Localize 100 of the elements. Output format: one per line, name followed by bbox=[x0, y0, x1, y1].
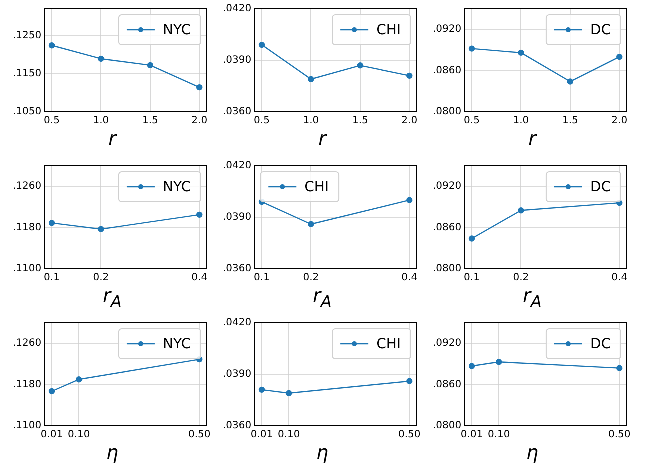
y-tick-label: .0420 bbox=[222, 318, 252, 329]
x-tick-label: 0.5 bbox=[254, 116, 270, 127]
x-axis-title: r bbox=[108, 128, 116, 150]
legend-label: NYC bbox=[162, 180, 192, 196]
x-tick-label: 0.50 bbox=[188, 430, 211, 441]
x-tick-label: 0.10 bbox=[278, 430, 300, 441]
x-tick-label: 0.2 bbox=[93, 272, 110, 284]
x-axis-title: η bbox=[526, 442, 539, 464]
point bbox=[286, 390, 292, 396]
x-axis-title: r$_{A}$ bbox=[313, 285, 332, 311]
legend-label: DC bbox=[590, 336, 612, 353]
point bbox=[468, 46, 476, 52]
x-tick-label: 0.4 bbox=[612, 272, 628, 284]
x-axis-title: r bbox=[318, 128, 326, 150]
x-axis-title: r$_{A}$ bbox=[103, 285, 122, 311]
y-tick-label: .1100 bbox=[12, 420, 42, 432]
x-axis-title: r bbox=[528, 128, 536, 150]
point bbox=[196, 84, 203, 91]
point bbox=[357, 62, 364, 69]
point bbox=[196, 212, 203, 218]
point bbox=[616, 54, 623, 60]
point bbox=[48, 388, 56, 395]
x-tick-label: 0.5 bbox=[464, 116, 480, 127]
legend-label: CHI bbox=[376, 336, 402, 353]
x-tick-label: 1.5 bbox=[562, 116, 578, 127]
x-tick-label: 0.1 bbox=[254, 272, 270, 284]
y-tick-label: .1150 bbox=[12, 68, 42, 80]
x-tick-label: 0.50 bbox=[608, 430, 631, 441]
point bbox=[258, 42, 266, 48]
legend-label: NYC bbox=[162, 22, 192, 39]
y-tick-label: .1260 bbox=[12, 181, 42, 192]
point bbox=[258, 386, 266, 394]
y-tick-label: .1100 bbox=[12, 264, 42, 275]
y-tick-label: .1250 bbox=[12, 30, 42, 42]
point bbox=[518, 50, 524, 56]
point bbox=[308, 76, 314, 82]
y-tick-label: .0390 bbox=[222, 369, 252, 380]
point bbox=[406, 197, 413, 204]
point bbox=[48, 42, 56, 49]
x-tick-label: 0.4 bbox=[402, 272, 418, 284]
y-tick-label: .0920 bbox=[432, 338, 462, 350]
point bbox=[406, 378, 413, 384]
y-tick-label: .0360 bbox=[222, 420, 252, 432]
x-tick-label: 0.10 bbox=[68, 430, 90, 441]
point bbox=[567, 78, 574, 85]
x-tick-label: 0.2 bbox=[303, 272, 320, 284]
x-tick-label: 2.0 bbox=[612, 116, 628, 127]
point bbox=[616, 365, 623, 372]
point bbox=[468, 236, 476, 242]
legend-label: CHI bbox=[304, 180, 330, 196]
x-tick-label: 0.1 bbox=[464, 272, 480, 284]
point bbox=[518, 208, 524, 214]
y-tick-label: .0860 bbox=[432, 65, 462, 76]
point bbox=[48, 220, 56, 226]
y-tick-label: .0420 bbox=[222, 160, 252, 172]
x-tick-label: 0.01 bbox=[250, 430, 274, 441]
y-tick-label: .1180 bbox=[12, 222, 42, 234]
point bbox=[468, 363, 476, 370]
x-tick-label: 0.5 bbox=[44, 116, 60, 127]
y-tick-label: .0800 bbox=[432, 420, 462, 432]
point bbox=[406, 72, 413, 80]
y-tick-label: .0920 bbox=[432, 181, 462, 192]
x-tick-label: 1.0 bbox=[513, 116, 530, 127]
x-tick-label: 1.5 bbox=[142, 116, 158, 127]
x-tick-label: 1.0 bbox=[303, 116, 320, 127]
point bbox=[308, 221, 314, 228]
y-tick-label: .0860 bbox=[432, 222, 462, 234]
y-tick-label: .0860 bbox=[432, 379, 462, 390]
legend-label: DC bbox=[590, 22, 612, 39]
point bbox=[98, 226, 104, 232]
x-tick-label: 0.1 bbox=[44, 272, 60, 284]
y-tick-label: .1260 bbox=[12, 338, 42, 350]
x-tick-label: 2.0 bbox=[402, 116, 418, 127]
y-tick-label: .0360 bbox=[222, 106, 252, 118]
y-tick-label: .0390 bbox=[222, 55, 252, 66]
x-axis-title: r$_{A}$ bbox=[523, 285, 542, 311]
x-tick-label: 2.0 bbox=[192, 116, 208, 127]
x-tick-label: 1.5 bbox=[352, 116, 368, 127]
y-tick-label: .0360 bbox=[222, 264, 252, 275]
y-tick-label: .0390 bbox=[222, 212, 252, 224]
x-tick-label: 0.2 bbox=[513, 272, 530, 284]
y-tick-label: .1180 bbox=[12, 379, 42, 390]
legend-label: DC bbox=[590, 180, 612, 196]
y-tick-label: .0800 bbox=[432, 264, 462, 275]
y-tick-label: .0800 bbox=[432, 106, 462, 118]
legend-label: NYC bbox=[162, 336, 192, 353]
x-tick-label: 0.01 bbox=[460, 430, 484, 441]
x-tick-label: 0.10 bbox=[488, 430, 510, 441]
x-axis-title: η bbox=[106, 442, 119, 464]
y-tick-label: .0920 bbox=[432, 24, 462, 36]
x-tick-label: 0.50 bbox=[398, 430, 421, 441]
x-tick-label: 0.4 bbox=[192, 272, 208, 284]
y-tick-label: .1050 bbox=[12, 106, 42, 118]
point bbox=[76, 376, 82, 383]
legend-label: CHI bbox=[376, 22, 402, 39]
x-tick-label: 0.01 bbox=[40, 430, 64, 441]
x-axis-title: η bbox=[316, 442, 329, 464]
y-tick-label: .0420 bbox=[222, 4, 252, 15]
x-tick-label: 1.0 bbox=[93, 116, 110, 127]
point bbox=[496, 359, 502, 366]
